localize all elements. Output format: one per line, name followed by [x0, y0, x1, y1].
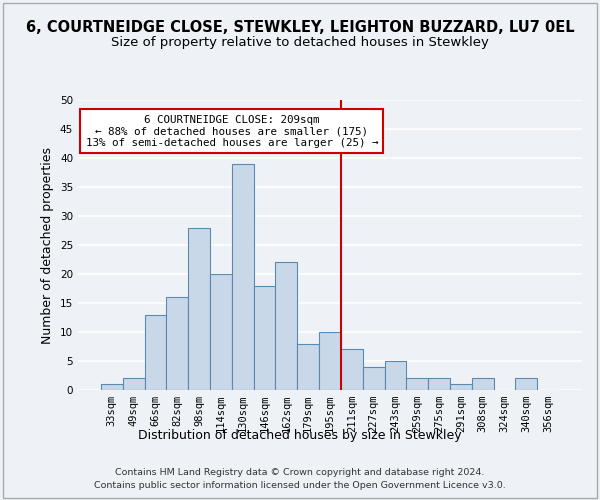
Bar	[123, 378, 145, 390]
Bar	[472, 378, 494, 390]
Bar	[515, 378, 537, 390]
Text: Size of property relative to detached houses in Stewkley: Size of property relative to detached ho…	[111, 36, 489, 49]
Bar	[297, 344, 319, 390]
Bar	[341, 350, 363, 390]
Text: Contains HM Land Registry data © Crown copyright and database right 2024.: Contains HM Land Registry data © Crown c…	[115, 468, 485, 477]
Text: 6, COURTNEIDGE CLOSE, STEWKLEY, LEIGHTON BUZZARD, LU7 0EL: 6, COURTNEIDGE CLOSE, STEWKLEY, LEIGHTON…	[26, 20, 574, 35]
Bar	[428, 378, 450, 390]
Bar	[363, 367, 385, 390]
Text: Distribution of detached houses by size in Stewkley: Distribution of detached houses by size …	[138, 428, 462, 442]
Bar	[385, 361, 406, 390]
Bar	[450, 384, 472, 390]
Bar	[254, 286, 275, 390]
Text: Contains public sector information licensed under the Open Government Licence v3: Contains public sector information licen…	[94, 482, 506, 490]
Bar	[210, 274, 232, 390]
Bar	[406, 378, 428, 390]
Text: 6 COURTNEIDGE CLOSE: 209sqm
← 88% of detached houses are smaller (175)
13% of se: 6 COURTNEIDGE CLOSE: 209sqm ← 88% of det…	[86, 114, 378, 148]
Y-axis label: Number of detached properties: Number of detached properties	[41, 146, 55, 344]
Bar	[145, 314, 166, 390]
Bar	[166, 297, 188, 390]
Bar	[232, 164, 254, 390]
Bar	[275, 262, 297, 390]
Bar	[101, 384, 123, 390]
Bar	[319, 332, 341, 390]
Bar	[188, 228, 210, 390]
